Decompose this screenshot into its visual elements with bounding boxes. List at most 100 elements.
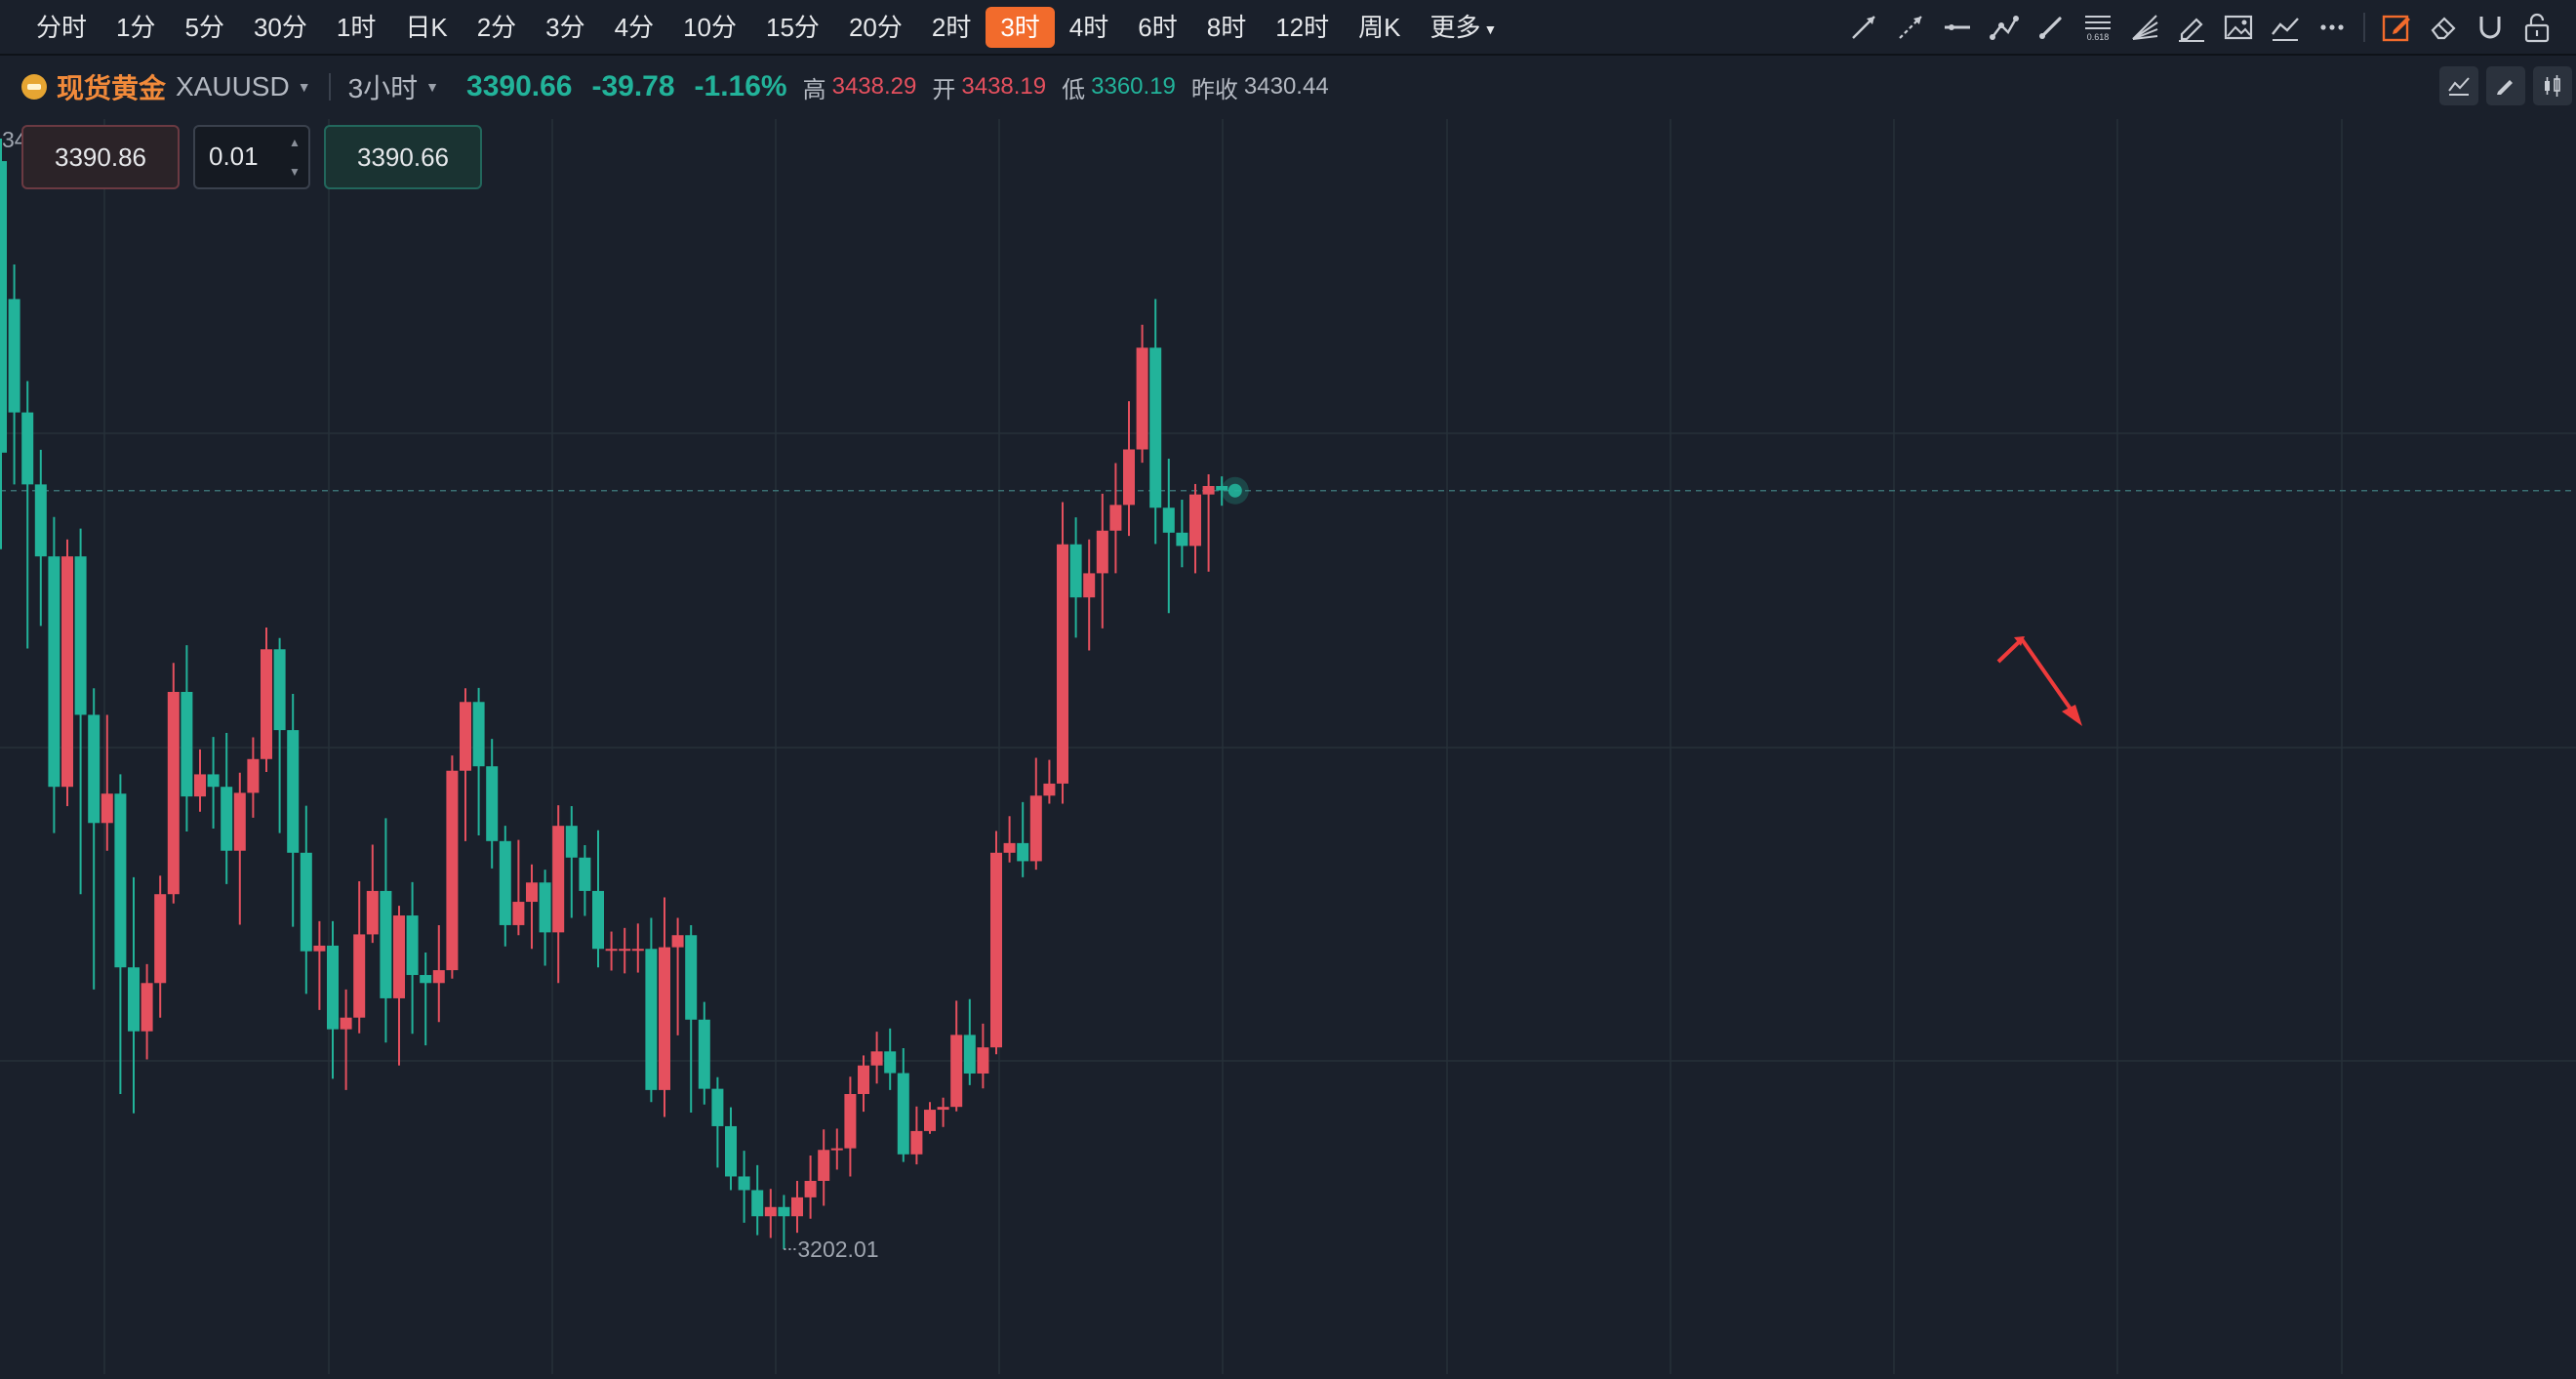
candle-body [764, 1206, 777, 1217]
more-icon[interactable] [2309, 0, 2355, 54]
period-tab[interactable]: 20分 [834, 7, 917, 48]
period-tab[interactable]: 2分 [463, 7, 531, 48]
period-tab-label: 更多 [1429, 12, 1481, 42]
candle [751, 1164, 764, 1236]
candle-body [61, 556, 73, 788]
candle [1189, 483, 1201, 574]
instrument-code[interactable]: XAUUSD [176, 71, 290, 101]
candle-body [1216, 486, 1228, 491]
candle [818, 1129, 830, 1206]
candle [685, 924, 698, 1113]
eraser-icon[interactable] [2420, 0, 2467, 54]
candle [88, 688, 101, 990]
decrement-icon[interactable]: ▼ [289, 165, 301, 179]
trend-line-icon[interactable] [1840, 0, 1887, 54]
open-label: 开 [932, 76, 956, 103]
period-tab[interactable]: 15分 [751, 7, 834, 48]
period-tab[interactable]: 5分 [170, 7, 238, 48]
candle-body [937, 1107, 949, 1111]
candle [950, 1000, 963, 1112]
candle-body [619, 949, 631, 952]
period-tab-label: 1时 [336, 12, 377, 42]
candle-body [818, 1150, 830, 1181]
candle [460, 688, 471, 841]
candle [870, 1032, 883, 1084]
timeframe-toolbar: 分时 1分 5分 30分 1时 日K 2分 3分 4分 10分 15分 20分 2时 3时 4时 6时 8时 12… [0, 0, 2576, 56]
image-icon[interactable] [2215, 0, 2262, 54]
candle-body [472, 702, 485, 767]
candle-body [592, 890, 604, 950]
period-tab[interactable]: 1分 [101, 7, 170, 48]
price-change: -39.78 [591, 70, 675, 102]
draw-pen-icon[interactable] [2486, 66, 2525, 105]
candle-body [313, 945, 326, 952]
candle [1162, 458, 1175, 614]
candle [512, 839, 525, 936]
candle [1069, 517, 1082, 638]
candle [791, 1180, 803, 1234]
candle [446, 755, 459, 979]
ray-icon[interactable] [1887, 0, 1934, 54]
period-tab[interactable]: 4时 [1055, 7, 1123, 48]
candle [977, 1023, 989, 1089]
candle [420, 952, 432, 1046]
candle-body [101, 793, 113, 824]
candle-body [671, 935, 684, 948]
period-tab[interactable]: 30分 [239, 7, 322, 48]
indicator-icon[interactable] [2439, 66, 2478, 105]
polyline-icon[interactable] [1981, 0, 2028, 54]
period-tab[interactable]: 12时 [1261, 7, 1344, 48]
candle-body [950, 1034, 963, 1108]
period-tab[interactable]: 1时 [322, 7, 390, 48]
last-price-dot [1228, 483, 1242, 498]
increment-icon[interactable]: ▲ [289, 136, 301, 149]
brush-icon[interactable] [2028, 0, 2074, 54]
chevron-down-icon[interactable]: ▼ [425, 79, 440, 95]
candle-type-icon[interactable] [2533, 66, 2572, 105]
candlestick-chart[interactable]: 3472.62 3202.01 [0, 119, 2576, 1374]
period-tab[interactable]: 3分 [531, 7, 599, 48]
horizontal-line-icon[interactable] [1934, 0, 1981, 54]
quantity-input[interactable] [195, 127, 287, 185]
quantity-stepper[interactable]: ▲ ▼ [193, 125, 310, 189]
period-tab[interactable]: 4分 [600, 7, 668, 48]
candle [631, 923, 644, 973]
period-tab-label: 1分 [116, 12, 156, 42]
fan-icon[interactable] [2121, 0, 2168, 54]
candle [659, 897, 670, 1117]
candle [1017, 801, 1029, 877]
period-tab[interactable]: 周K [1344, 7, 1415, 48]
period-tab[interactable]: 3时 [986, 6, 1055, 48]
chevron-down-icon[interactable]: ▼ [297, 79, 311, 95]
period-tab[interactable]: 10分 [668, 7, 751, 48]
lock-icon[interactable] [2514, 0, 2560, 54]
low-label: 低 [1062, 76, 1086, 103]
candle [406, 881, 419, 1034]
candle-body [181, 691, 193, 797]
candle-body [432, 970, 445, 984]
period-tab[interactable]: 2时 [917, 7, 986, 48]
drawn-arrow-annotation[interactable] [1996, 635, 2082, 726]
period-tab[interactable]: 更多 ▼ [1415, 7, 1511, 48]
period-tab[interactable]: 6时 [1123, 7, 1191, 48]
period-tab[interactable]: 8时 [1192, 7, 1261, 48]
period-tab-label: 分时 [36, 12, 88, 42]
period-tab[interactable]: 日K [390, 7, 462, 48]
candle-body [884, 1051, 897, 1074]
candle-body [924, 1110, 936, 1131]
period-tab-label: 3分 [545, 12, 585, 42]
sell-button[interactable]: 3390.86 [21, 125, 180, 189]
edit-icon[interactable] [2373, 0, 2420, 54]
candle-body [659, 947, 670, 1090]
instrument-info-bar: 现货黄金 XAUUSD ▼ 3小时 ▼ 3390.66 -39.78 -1.16… [0, 59, 2576, 115]
interval-selector[interactable]: 3小时 [347, 73, 419, 103]
candle [671, 917, 684, 1035]
fibonacci-icon[interactable]: 0.618 [2074, 0, 2121, 54]
instrument-name[interactable]: 现货黄金 [57, 73, 167, 103]
buy-button[interactable]: 3390.66 [324, 125, 482, 189]
eraser-pen-icon[interactable] [2168, 0, 2215, 54]
chart-line-icon[interactable] [2262, 0, 2309, 54]
candle [539, 870, 551, 966]
period-tab[interactable]: 分时 [21, 7, 101, 48]
magnet-icon[interactable] [2467, 0, 2514, 54]
